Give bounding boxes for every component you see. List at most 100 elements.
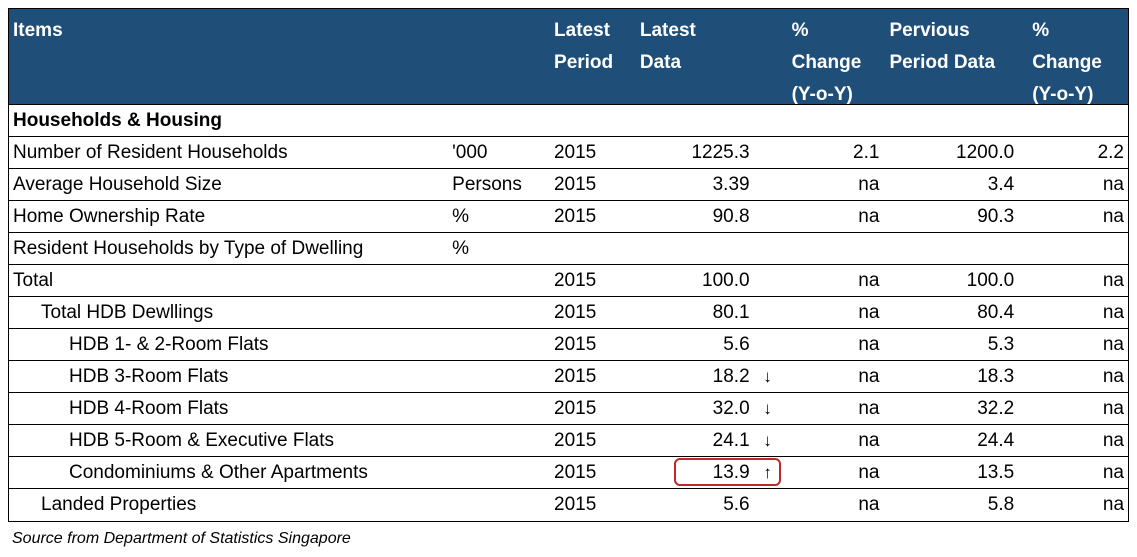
previous-data-cell: 24.4 <box>977 430 1015 451</box>
header-unit <box>448 9 550 104</box>
period-cell: 2015 <box>554 366 597 387</box>
period-cell: 2015 <box>554 398 597 419</box>
table-row: Resident Households by Type of Dwelling … <box>9 233 1128 265</box>
previous-change-cell: na <box>1102 494 1125 515</box>
item-cell: HDB 3-Room Flats <box>69 366 229 387</box>
period-cell: 2015 <box>553 142 597 163</box>
table-row: Home Ownership Rate % 2015 90.8 na 90.3 … <box>9 201 1128 233</box>
header-previous-percent-change-yoy: % Change (Y-o-Y) <box>1032 20 1102 105</box>
period-cell: 2015 <box>554 430 597 451</box>
previous-change-cell: na <box>1102 366 1124 387</box>
table-row: HDB 1- & 2-Room Flats 2015 5.6 na 5.3 na <box>9 329 1128 361</box>
unit-cell: % <box>452 206 470 227</box>
previous-data-cell: 80.4 <box>977 302 1015 323</box>
change-cell: na <box>858 206 880 227</box>
unit-cell: Persons <box>452 174 522 195</box>
unit-cell <box>448 265 550 296</box>
unit-cell: % <box>452 238 470 259</box>
latest-data-cell: 5.6 <box>636 489 788 521</box>
item-cell: HDB 1- & 2-Room Flats <box>69 334 269 355</box>
unit-cell <box>448 105 550 136</box>
change-cell <box>788 233 886 264</box>
period-cell: 2015 <box>553 206 597 227</box>
previous-data-cell: 32.2 <box>977 398 1015 419</box>
change-cell: na <box>858 398 880 419</box>
latest-data-cell: 80.1 <box>636 297 788 328</box>
item-cell: Home Ownership Rate <box>13 206 206 227</box>
change-cell: na <box>858 270 880 291</box>
period-cell: 2015 <box>554 334 597 355</box>
previous-data-cell: 100.0 <box>966 270 1015 291</box>
previous-data-cell: 18.3 <box>977 366 1015 387</box>
unit-cell <box>448 489 550 521</box>
previous-data-cell: 5.3 <box>987 334 1015 355</box>
previous-data-cell <box>885 233 1028 264</box>
change-cell: na <box>858 302 880 323</box>
latest-value: 1225.3 <box>691 142 750 163</box>
table-row: Average Household Size Persons 2015 3.39… <box>9 169 1128 201</box>
table-row: HDB 3-Room Flats 2015 18.2 ↓ na 18.3 na <box>9 361 1128 393</box>
item-cell: Condominiums & Other Apartments <box>69 462 368 483</box>
previous-change-cell <box>1028 233 1128 264</box>
previous-change-cell: na <box>1102 462 1124 483</box>
item-cell: HDB 4-Room Flats <box>69 398 229 419</box>
table-row: HDB 4-Room Flats 2015 32.0 ↓ na 32.2 na <box>9 393 1128 425</box>
change-cell <box>788 105 886 136</box>
table-row: Total 2015 100.0 na 100.0 na <box>9 265 1128 297</box>
unit-cell: '000 <box>452 142 488 163</box>
arrow-down-icon: ↓ <box>763 367 772 386</box>
latest-data-cell: 18.2 ↓ <box>636 361 788 392</box>
latest-value: 32.0 <box>712 398 750 419</box>
change-cell: na <box>858 494 880 515</box>
section-title: Households & Housing <box>13 110 222 131</box>
latest-value: 90.8 <box>712 206 750 227</box>
latest-data-cell: 3.39 <box>636 169 788 200</box>
previous-data-cell <box>885 105 1028 136</box>
source-note: Source from Department of Statistics Sin… <box>12 530 351 547</box>
table-row: Condominiums & Other Apartments 2015 13.… <box>9 457 1128 489</box>
latest-data-cell: 1225.3 <box>636 137 788 168</box>
arrow-down-icon: ↓ <box>763 399 772 418</box>
item-cell: Resident Households by Type of Dwelling <box>13 238 364 259</box>
change-cell: na <box>858 334 880 355</box>
section-row: Households & Housing <box>9 105 1128 137</box>
latest-data-cell: 5.6 <box>636 329 788 360</box>
item-cell: Average Household Size <box>13 174 222 195</box>
latest-value: 3.39 <box>712 174 750 195</box>
table-row: Landed Properties 2015 5.6 na 5.8 na <box>9 489 1128 521</box>
previous-change-cell: na <box>1102 174 1124 195</box>
period-cell: 2015 <box>554 494 597 515</box>
previous-data-cell: 5.8 <box>987 494 1015 515</box>
latest-data-cell: 13.9 ↑ <box>636 457 788 488</box>
item-cell: Landed Properties <box>41 494 197 515</box>
previous-data-cell: 1200.0 <box>956 142 1015 163</box>
unit-cell <box>448 457 550 488</box>
header-previous-period-data: Pervious Period Data <box>889 20 996 73</box>
period-cell: 2015 <box>554 302 597 323</box>
previous-change-cell: na <box>1102 334 1124 355</box>
header-latest-period: Latest Period <box>554 20 614 73</box>
previous-change-cell: 2.2 <box>1097 142 1124 163</box>
item-cell: Number of Resident Households <box>13 142 288 163</box>
unit-cell <box>448 329 550 360</box>
period-cell <box>550 105 636 136</box>
unit-cell <box>448 297 550 328</box>
latest-value: 100.0 <box>702 270 750 291</box>
period-cell <box>550 233 636 264</box>
unit-cell <box>448 425 550 456</box>
unit-cell <box>448 361 550 392</box>
latest-data-cell: 32.0 ↓ <box>636 393 788 424</box>
item-cell: Total <box>13 270 54 291</box>
header-items: Items <box>13 20 63 41</box>
previous-change-cell: na <box>1102 302 1125 323</box>
latest-data-cell: 90.8 <box>636 201 788 232</box>
period-cell: 2015 <box>554 462 597 483</box>
period-cell: 2015 <box>553 174 597 195</box>
latest-value: 18.2 <box>712 366 750 387</box>
change-cell: na <box>858 462 880 483</box>
change-cell: na <box>858 174 880 195</box>
change-cell: na <box>858 430 880 451</box>
latest-value: 5.6 <box>723 334 750 355</box>
latest-value: 5.6 <box>723 494 750 515</box>
latest-value: 13.9 <box>712 462 750 483</box>
